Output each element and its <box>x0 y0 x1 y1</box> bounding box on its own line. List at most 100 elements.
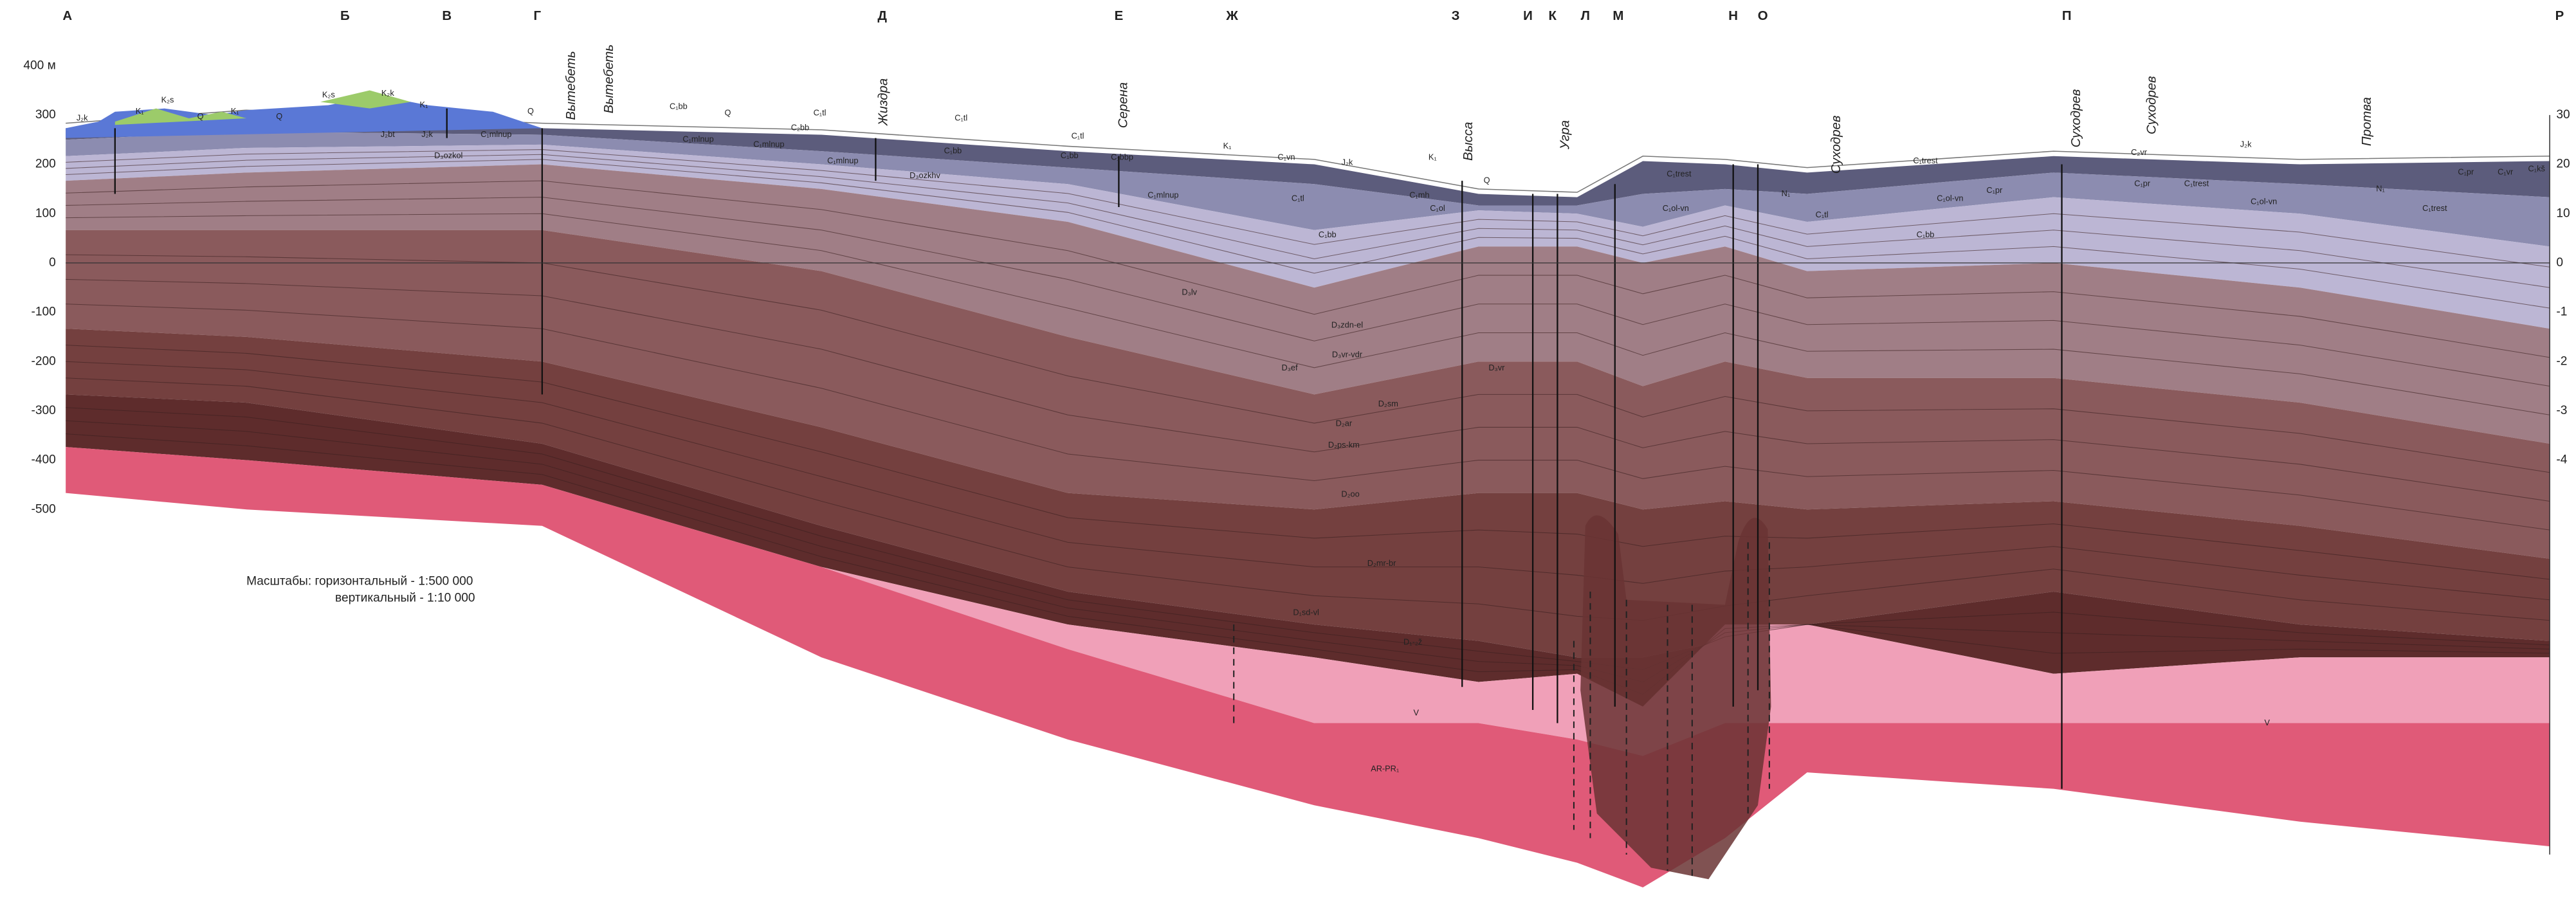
formation-label: K₁ <box>1429 152 1437 162</box>
stratum <box>66 114 2550 206</box>
contour <box>66 377 2550 621</box>
formation-label: J₂k <box>2240 139 2252 149</box>
formation-label: K₂k <box>381 88 394 98</box>
formation-label: D₁-₂ž <box>1403 637 1422 647</box>
contour <box>66 345 2550 580</box>
formation-label: C₁trest <box>2184 179 2209 188</box>
formation-label: C₁ol-vn <box>1663 203 1689 213</box>
formation-label: C₁vn <box>1277 152 1295 162</box>
formation-label: K₁ <box>136 106 144 116</box>
formation-label: D₃vr-vdr <box>1332 349 1363 359</box>
formation-label: C₁bb <box>1917 230 1935 239</box>
formation-label: C₁ol <box>1430 203 1445 213</box>
formation-label: K₁ <box>420 100 428 109</box>
formation-label: C₁bb <box>670 101 688 111</box>
well-name: Серена <box>1116 82 1130 128</box>
section-point: П <box>2062 9 2072 23</box>
formation-label: K₁ <box>231 106 239 116</box>
left-tick-label: -500 <box>32 502 56 516</box>
formation-label: J₂k <box>421 129 433 139</box>
formation-label: N₁ <box>1782 188 1791 198</box>
formation-label: D₃zdn-el <box>1331 320 1363 329</box>
formation-label: C₁mlnup <box>682 134 713 144</box>
well-name: Суходрев <box>1829 115 1843 174</box>
formation-label: C₁ol-vn <box>2251 197 2277 206</box>
right-tick-label: -1 <box>2556 305 2567 319</box>
graben <box>1580 515 1771 880</box>
well-name: Суходрев <box>2069 89 2083 147</box>
formation-label: J₂k <box>1342 157 1353 167</box>
formation-label: C₁bb <box>1061 150 1079 160</box>
section-point: Б <box>340 9 350 23</box>
formation-label: Q <box>197 111 204 121</box>
formation-label: C₁pr <box>2458 167 2474 177</box>
contour <box>66 213 2550 415</box>
formation-label: C₂bb <box>791 123 809 132</box>
formation-label: C₁bb <box>1319 230 1337 239</box>
contour <box>66 304 2550 531</box>
formation-label: D₃ef <box>1282 363 1299 372</box>
left-tick-label: -400 <box>32 453 56 467</box>
section-point: О <box>1758 9 1768 23</box>
well-name: Суходрев <box>2144 76 2159 134</box>
formation-label: C₁ol-vn <box>1937 194 1963 203</box>
formation-label: D₃ozkol <box>434 150 462 160</box>
formation-label: C₁mlnup <box>1147 190 1178 199</box>
contour <box>66 407 2550 670</box>
right-tick-label: 0 <box>2556 256 2563 269</box>
left-tick-label: -300 <box>32 404 56 417</box>
right-tick-label: -3 <box>2556 404 2567 417</box>
formation-label: K₁ <box>1223 141 1232 150</box>
section-point: Л <box>1581 9 1590 23</box>
well-name: Угра <box>1558 120 1573 150</box>
left-tick-label: -200 <box>32 354 56 368</box>
contour <box>66 180 2550 358</box>
formation-label: Q <box>527 106 534 116</box>
well-name: Жиздра <box>877 78 891 126</box>
formation-label: D₂ar <box>1336 419 1353 428</box>
stratum <box>66 144 2550 329</box>
section-point: К <box>1548 9 1557 23</box>
formation-label: C₁kš <box>2528 164 2545 174</box>
well-name: Вытебеть <box>564 51 578 120</box>
formation-label: C₁trest <box>1667 168 1692 178</box>
section-point: М <box>1612 9 1623 23</box>
formation-label: D₂mr-br <box>1367 558 1396 568</box>
formation-label: AR-PR₁ <box>1371 763 1399 773</box>
section-point: Д <box>877 9 887 23</box>
formation-label: C₁vr <box>2498 167 2514 177</box>
left-tick-label: 400 м <box>23 59 55 72</box>
formation-label: J₂k <box>77 113 88 122</box>
formation-label: K₂s <box>322 90 335 100</box>
right-tick-label: -2 <box>2556 354 2567 368</box>
stratum <box>66 230 2550 559</box>
formation-label: D₃ozkhv <box>909 170 940 180</box>
stratum <box>66 164 2550 444</box>
formation-label: D₂sm <box>1378 399 1398 408</box>
formation-label: D₂ps-km <box>1328 440 1360 449</box>
formation-label: C₁trest <box>2422 203 2447 213</box>
section-point: Г <box>533 9 541 23</box>
faults <box>1233 542 1770 880</box>
stratum <box>66 131 2550 247</box>
formation-label: C₁tl <box>1816 210 1829 219</box>
section-point: А <box>62 9 72 23</box>
left-tick-label: 100 <box>35 206 56 220</box>
contour <box>66 149 2550 268</box>
section-point: Е <box>1115 9 1124 23</box>
formation-label: D₁sd-vl <box>1293 608 1319 617</box>
contour <box>66 154 2550 288</box>
contour <box>66 159 2550 309</box>
strata <box>66 109 2550 887</box>
right-tick-label: 30 <box>2556 108 2570 122</box>
contour <box>66 197 2550 387</box>
contour <box>66 420 2550 683</box>
formation-label: J₂bt <box>381 129 395 139</box>
formation-label: Q <box>1484 175 1490 185</box>
section-point: З <box>1452 9 1460 23</box>
left-tick-label: 0 <box>49 256 56 269</box>
formation-label: K₂s <box>161 95 174 104</box>
formation-label: D₃lv <box>1182 287 1197 296</box>
contour <box>66 361 2550 601</box>
